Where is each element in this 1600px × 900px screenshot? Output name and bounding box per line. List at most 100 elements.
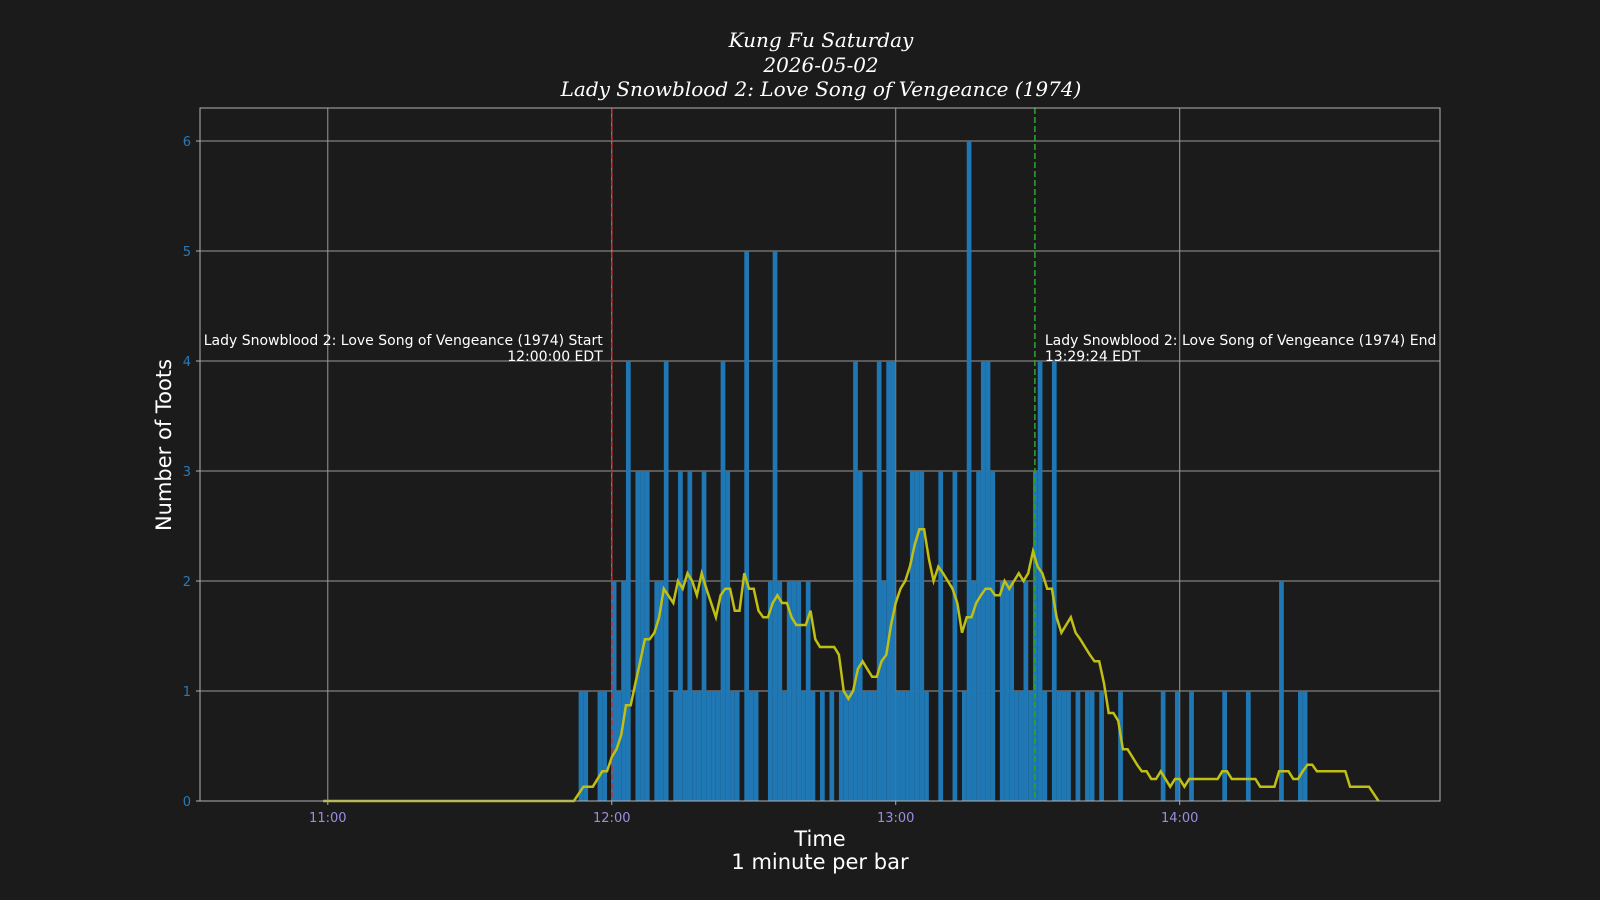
- bar: [1298, 691, 1303, 801]
- bar: [1009, 581, 1015, 801]
- end-annotation-title: Lady Snowblood 2: Love Song of Vengeance…: [1045, 333, 1436, 349]
- bar: [1085, 691, 1090, 801]
- bar: [687, 471, 693, 801]
- x-ticks: 11:00 12:00 13:00 14:00: [309, 801, 1198, 826]
- bar: [749, 691, 754, 801]
- bar: [654, 581, 660, 801]
- bar: [725, 471, 731, 801]
- moving-average-line: [323, 528, 1380, 803]
- bar: [1118, 691, 1123, 801]
- bar: [952, 471, 958, 801]
- bar: [857, 471, 863, 801]
- bar: [914, 471, 920, 801]
- bar: [663, 361, 669, 801]
- bar: [1018, 691, 1024, 801]
- bar: [881, 581, 887, 801]
- bar: [805, 581, 811, 801]
- y-axis-label: Number of Toots: [152, 359, 176, 531]
- bar: [1023, 581, 1029, 801]
- bar: [985, 361, 991, 801]
- bar: [1245, 691, 1251, 801]
- bar: [1089, 691, 1095, 801]
- bar: [720, 361, 726, 801]
- bar: [1302, 691, 1308, 801]
- bar: [843, 691, 849, 801]
- bar: [767, 581, 773, 801]
- marker-annotations: Lady Snowblood 2: Love Song of Vengeance…: [204, 333, 1437, 365]
- x-tick-label: 14:00: [1161, 811, 1198, 826]
- bar: [782, 691, 787, 801]
- bar: [611, 581, 617, 801]
- bar: [1075, 691, 1081, 801]
- event-markers: [610, 108, 1036, 801]
- bar: [980, 361, 986, 801]
- bar: [990, 471, 996, 801]
- bar: [786, 581, 792, 801]
- bar: [791, 581, 797, 801]
- bar: [711, 691, 716, 801]
- start-annotation-title: Lady Snowblood 2: Love Song of Vengeance…: [204, 333, 604, 349]
- bar: [867, 691, 873, 801]
- y-tick-label: 0: [183, 795, 191, 810]
- bar: [696, 691, 702, 801]
- bar: [862, 691, 868, 801]
- x-tick-label: 11:00: [309, 811, 346, 826]
- bar: [1189, 691, 1194, 801]
- chart-title: Kung Fu Saturday 2026-05-02 Lady Snowblo…: [0, 28, 1600, 102]
- bar: [801, 691, 806, 801]
- bar: [890, 361, 896, 801]
- bar: [1051, 361, 1057, 801]
- bar: [886, 361, 891, 801]
- plot-frame: [199, 107, 1441, 802]
- bar: [1174, 691, 1180, 801]
- bar: [730, 691, 735, 801]
- bar: [772, 251, 778, 801]
- bar: [1099, 691, 1104, 801]
- bar: [905, 691, 910, 801]
- bar: [659, 581, 664, 801]
- bar: [1004, 581, 1010, 801]
- bar: [602, 691, 608, 801]
- y-tick-label: 4: [183, 355, 191, 370]
- y-tick-label: 2: [183, 575, 191, 590]
- x-tick-label: 13:00: [877, 811, 914, 826]
- bar: [848, 691, 854, 801]
- x-tick-label: 12:00: [593, 811, 630, 826]
- bar: [1028, 691, 1033, 801]
- bar: [853, 361, 858, 801]
- bar: [1014, 691, 1019, 801]
- bar: [1042, 691, 1048, 801]
- bar: [938, 471, 944, 801]
- bar: [872, 691, 877, 801]
- bar: [1056, 691, 1062, 801]
- bar: [635, 471, 641, 801]
- bar: [919, 471, 925, 801]
- bar: [820, 691, 825, 801]
- bar: [961, 691, 967, 801]
- title-line-1: Kung Fu Saturday: [728, 28, 914, 52]
- bar: [909, 471, 915, 801]
- bar: [1066, 691, 1071, 801]
- bar: [876, 361, 882, 801]
- bar: [625, 361, 631, 801]
- bar: [900, 691, 906, 801]
- bar: [701, 471, 707, 801]
- bar: [673, 691, 679, 801]
- bar: [796, 581, 802, 801]
- x-axis-label: Time: [793, 827, 845, 851]
- y-tick-label: 1: [183, 685, 191, 700]
- bar: [777, 581, 783, 801]
- bar: [692, 691, 697, 801]
- y-ticks: 0 1 2 3 4 5 6: [183, 135, 200, 810]
- bar: [644, 471, 650, 801]
- bar: [744, 251, 750, 801]
- y-tick-label: 3: [183, 465, 191, 480]
- end-annotation-time: 13:29:24 EDT: [1045, 349, 1141, 365]
- bar: [838, 691, 844, 801]
- bar: [753, 691, 759, 801]
- bar: [971, 581, 977, 801]
- bar: [924, 691, 929, 801]
- bar: [829, 691, 835, 801]
- y-tick-label: 5: [183, 245, 191, 260]
- bar: [678, 471, 683, 801]
